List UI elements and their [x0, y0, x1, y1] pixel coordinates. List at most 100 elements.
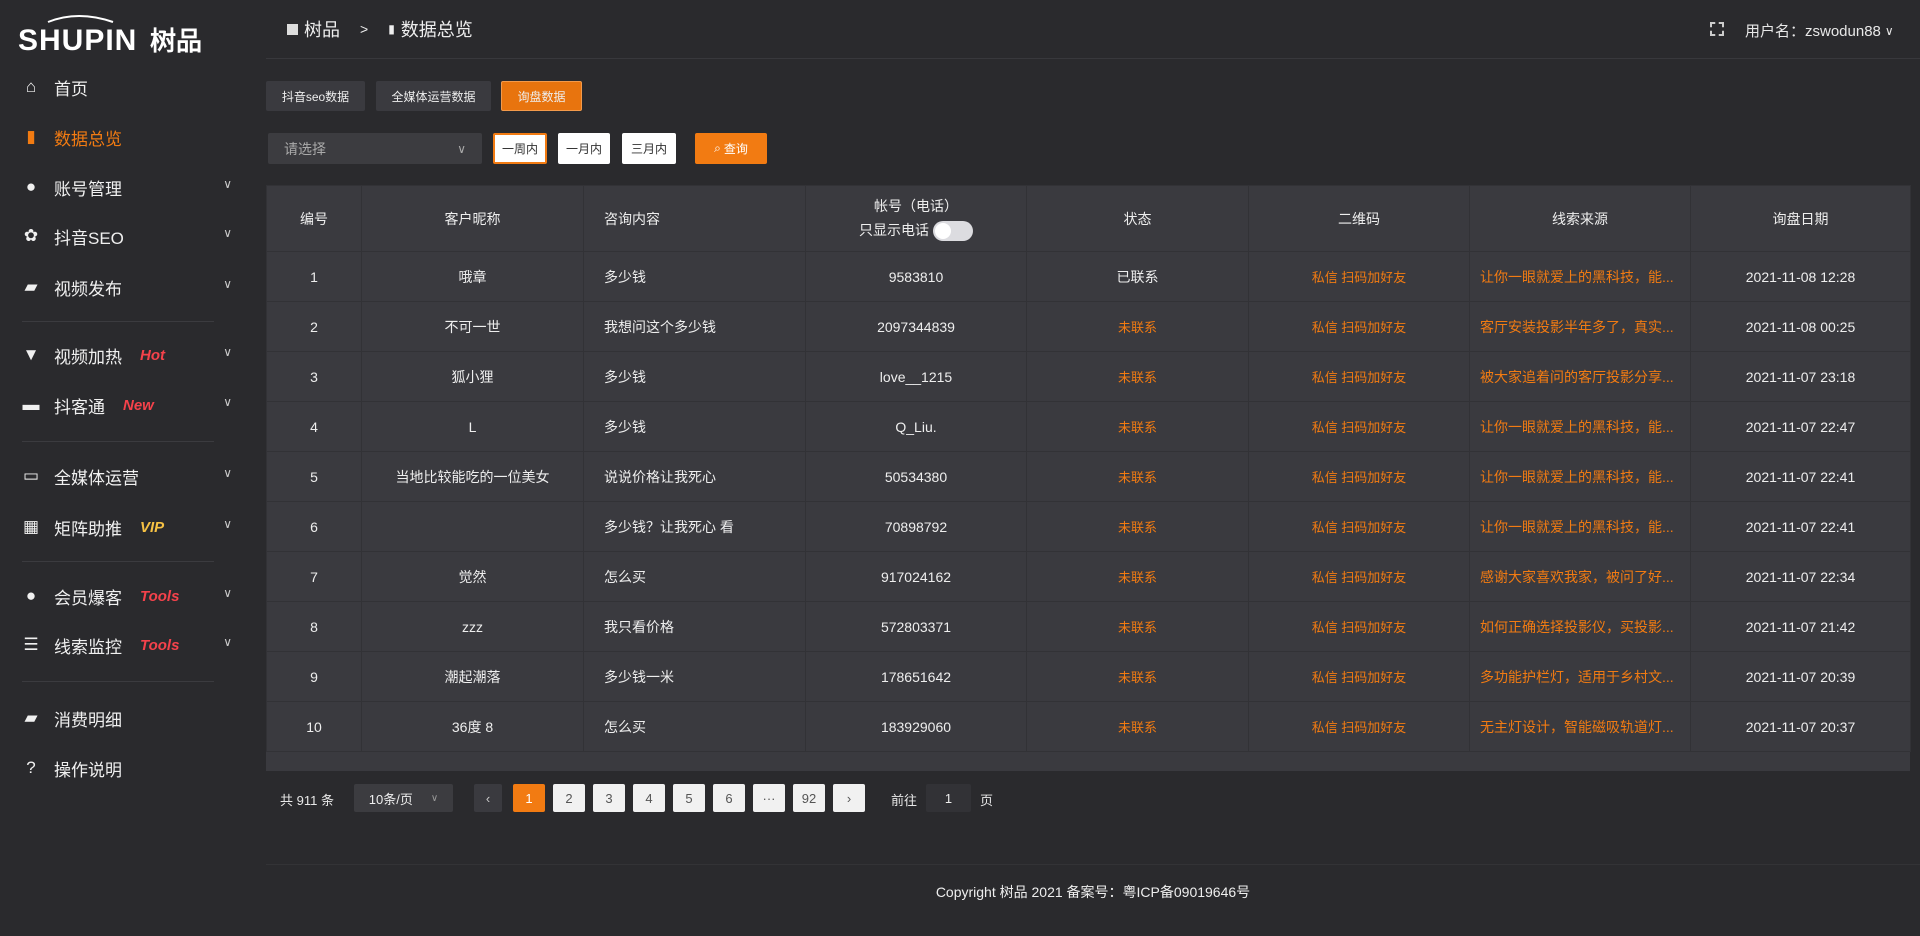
- cell-qrcode[interactable]: 私信 扫码加好友: [1248, 301, 1470, 352]
- prev-page-button[interactable]: ‹: [474, 784, 502, 812]
- sidebar-item[interactable]: ✿ 抖音SEO ∨: [22, 216, 232, 256]
- page-button[interactable]: 6: [713, 784, 745, 812]
- table-row: 1 哦章 多少钱 9583810 已联系 私信 扫码加好友 让你一眼就爱上的黑科技，能...…: [266, 251, 1911, 302]
- breadcrumb: 树品 > ▮ 数据总览: [287, 16, 473, 42]
- page-size-select[interactable]: 10条/页 ∨: [354, 784, 453, 812]
- page-button[interactable]: 3: [593, 784, 625, 812]
- cell-qrcode[interactable]: 私信 扫码加好友: [1248, 401, 1470, 452]
- table-row: 4 L 多少钱 Q_Liu. 未联系 私信 扫码加好友 让你一眼就爱上的黑科技，能... 20…: [266, 401, 1911, 452]
- cell-nickname: 当地比较能吃的一位美女: [361, 451, 584, 502]
- sidebar-divider: [22, 321, 214, 322]
- chevron-down-icon: ∨: [223, 517, 232, 531]
- range-month-button[interactable]: 一月内: [558, 133, 610, 164]
- cell-qrcode[interactable]: 私信 扫码加好友: [1248, 601, 1470, 652]
- cell-source[interactable]: 如何正确选择投影仪，买投影...: [1469, 601, 1691, 652]
- wallet-icon: ▰: [24, 708, 38, 727]
- cell-account: 572803371: [805, 601, 1027, 652]
- chevron-down-icon: ∨: [223, 226, 232, 240]
- page-button[interactable]: 1: [513, 784, 545, 812]
- user-menu[interactable]: 用户名：zswodun88 ∨: [1745, 20, 1894, 41]
- copyright: Copyright 树品 2021 备案号：粤ICP备09019646号: [935, 884, 1251, 900]
- cell-nickname: 哦章: [361, 251, 584, 302]
- cell-date: 2021-11-07 22:47: [1690, 401, 1911, 452]
- sidebar-item[interactable]: ▬ 抖客通 New ∨: [22, 385, 233, 425]
- chevron-down-icon: ∨: [223, 466, 232, 480]
- page-button[interactable]: 5: [673, 784, 705, 812]
- col-qrcode: 二维码: [1248, 185, 1470, 252]
- cell-qrcode[interactable]: 私信 扫码加好友: [1248, 501, 1470, 552]
- sidebar-item-label: 消费明细: [54, 710, 122, 730]
- sidebar-item[interactable]: ? 操作说明: [22, 748, 232, 788]
- cell-qrcode[interactable]: 私信 扫码加好友: [1248, 701, 1470, 752]
- cell-source[interactable]: 让你一眼就爱上的黑科技，能...: [1469, 501, 1691, 552]
- sliders-icon: ☰: [23, 635, 39, 654]
- chevron-down-icon: ∨: [430, 792, 439, 804]
- cell-status: 未联系: [1026, 301, 1249, 352]
- sidebar-item[interactable]: ▼ 视频加热 Hot ∨: [22, 335, 232, 375]
- cell-qrcode[interactable]: 私信 扫码加好友: [1248, 651, 1470, 702]
- cell-source[interactable]: 让你一眼就爱上的黑科技，能...: [1469, 401, 1691, 452]
- sidebar-item[interactable]: ☰ 线索监控 Tools ∨: [22, 625, 232, 665]
- table-row: 10 36度 8 怎么买 183929060 未联系 私信 扫码加好友 无主灯设计，智能磁吸…: [266, 701, 1911, 752]
- sidebar-item[interactable]: ▦ 矩阵助推 VIP ∨: [22, 507, 232, 547]
- cell-content: 说说价格让我死心: [583, 451, 806, 502]
- cell-qrcode[interactable]: 私信 扫码加好友: [1248, 451, 1470, 502]
- cell-content: 多少钱: [583, 401, 806, 452]
- tab-media-ops[interactable]: 全媒体运营数据: [376, 81, 491, 111]
- cell-id: 1: [266, 251, 362, 302]
- next-page-button[interactable]: ›: [833, 784, 865, 812]
- cell-date: 2021-11-07 22:34: [1690, 551, 1911, 602]
- cell-source[interactable]: 多功能护栏灯，适用于乡村文...: [1469, 651, 1691, 702]
- sidebar-item[interactable]: ● 会员爆客 Tools ∨: [22, 576, 232, 616]
- cell-nickname: 不可一世: [361, 301, 584, 352]
- sidebar-badge: Hot: [140, 346, 165, 364]
- sidebar-item[interactable]: ⌂ 首页: [22, 67, 232, 107]
- query-button[interactable]: ⌕ 查询: [695, 133, 767, 164]
- goto-page-input[interactable]: 1: [926, 784, 971, 812]
- cell-source[interactable]: 客厅安装投影半年多了，真实...: [1469, 301, 1691, 352]
- range-label: 一周内: [501, 142, 538, 156]
- heat-icon: ▼: [22, 345, 40, 364]
- table-row: 5 当地比较能吃的一位美女 说说价格让我死心 50534380 未联系 私信 扫码加好友让…: [266, 451, 1911, 502]
- tab-douyin-seo[interactable]: 抖音seo数据: [266, 81, 365, 111]
- cell-date: 2021-11-07 20:37: [1690, 701, 1911, 752]
- sidebar-item[interactable]: ▭ 全媒体运营 ∨: [22, 456, 232, 496]
- range-3month-button[interactable]: 三月内: [622, 133, 676, 164]
- range-week-button[interactable]: 一周内: [493, 133, 547, 164]
- table-header-row: 编号 客户昵称 咨询内容 帐号（电话） 只显示电话 状态 二维码 线索来源 询盘…: [266, 185, 1911, 252]
- phone-only-toggle[interactable]: [933, 221, 973, 242]
- breadcrumb-root[interactable]: 树品: [304, 20, 340, 40]
- table-row: 2 不可一世 我想问这个多少钱 2097344839 未联系 私信 扫码加好友 客厅安装投影…: [266, 301, 1911, 352]
- cell-date: 2021-11-07 20:39: [1690, 651, 1911, 702]
- cell-source[interactable]: 让你一眼就爱上的黑科技，能...: [1469, 451, 1691, 502]
- chevron-left-icon: ‹: [485, 790, 491, 806]
- sidebar-item[interactable]: ● 账号管理 ∨: [22, 167, 232, 207]
- cell-qrcode[interactable]: 私信 扫码加好友: [1248, 351, 1470, 402]
- cell-source[interactable]: 让你一眼就爱上的黑科技，能...: [1469, 251, 1691, 302]
- sidebar-item-label: 全媒体运营: [54, 468, 139, 488]
- cell-account: 178651642: [805, 651, 1027, 702]
- tab-inquiry[interactable]: 询盘数据: [501, 81, 582, 111]
- cell-qrcode[interactable]: 私信 扫码加好友: [1248, 551, 1470, 602]
- sidebar-item[interactable]: ▮ 数据总览: [22, 117, 232, 157]
- cell-source[interactable]: 被大家追着问的客厅投影分享...: [1469, 351, 1691, 402]
- fullscreen-icon[interactable]: [1710, 22, 1724, 36]
- sidebar-item-label: 操作说明: [54, 760, 122, 780]
- sidebar-item-label: 视频发布: [54, 279, 122, 299]
- page-button[interactable]: ···: [753, 784, 785, 812]
- inquiry-table: 编号 客户昵称 咨询内容 帐号（电话） 只显示电话 状态 二维码 线索来源 询盘…: [266, 185, 1911, 752]
- col-nickname: 客户昵称: [361, 185, 584, 252]
- sidebar-item[interactable]: ▰ 消费明细: [22, 698, 232, 738]
- cell-qrcode[interactable]: 私信 扫码加好友: [1248, 251, 1470, 302]
- page-button[interactable]: 92: [793, 784, 825, 812]
- sidebar-item-label: 抖客通: [54, 397, 105, 417]
- cell-date: 2021-11-07 21:42: [1690, 601, 1911, 652]
- page-button[interactable]: 2: [553, 784, 585, 812]
- cell-source[interactable]: 感谢大家喜欢我家，被问了好...: [1469, 551, 1691, 602]
- cell-source[interactable]: 无主灯设计，智能磁吸轨道灯...: [1469, 701, 1691, 752]
- filter-select[interactable]: 请选择 ∨: [268, 133, 482, 164]
- home-icon: ⌂: [25, 77, 37, 96]
- sidebar-item[interactable]: ▰ 视频发布 ∨: [22, 267, 232, 307]
- cell-nickname: 狐小狸: [361, 351, 584, 402]
- page-button[interactable]: 4: [633, 784, 665, 812]
